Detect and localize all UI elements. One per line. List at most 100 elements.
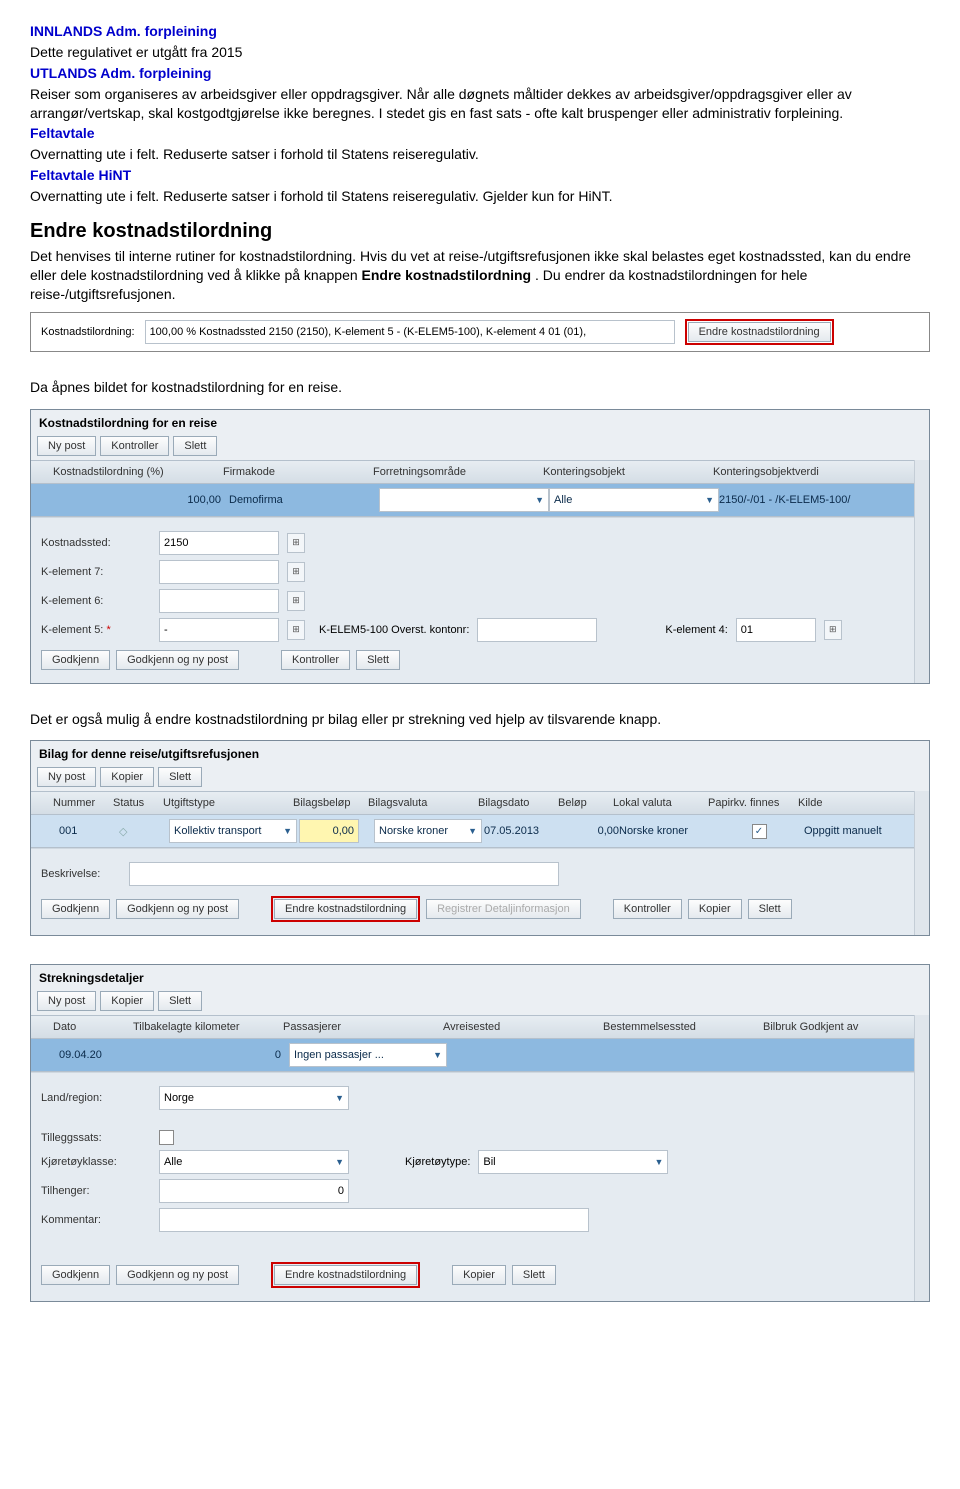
bilagsbelop-input[interactable]: 0,00: [299, 819, 359, 843]
feltavtale-p: Overnatting ute i felt. Reduserte satser…: [30, 145, 930, 164]
tillegg-label: Tilleggssats:: [41, 1132, 151, 1144]
col-bilbruk: Bilbruk Godkjent av: [763, 1021, 908, 1033]
chevron-down-icon: ▼: [433, 1050, 442, 1060]
picker-icon[interactable]: ⊞: [287, 620, 305, 640]
endre-paragraph: Det henvises til interne rutiner for kos…: [30, 247, 930, 304]
col-kontobjektverdi: Konteringsobjektverdi: [713, 466, 908, 478]
kostnadstilordning-bar: Kostnadstilordning: 100,00 % Kostnadsste…: [30, 312, 930, 352]
chevron-down-icon: ▼: [335, 1157, 344, 1167]
papirkv-checkbox[interactable]: ✓: [752, 824, 767, 839]
kopier-button[interactable]: Kopier: [100, 767, 154, 787]
slett-button[interactable]: Slett: [748, 899, 792, 919]
type-dd[interactable]: Bil▼: [478, 1150, 668, 1174]
ke5-input[interactable]: -: [159, 618, 279, 642]
slett-button[interactable]: Slett: [158, 767, 202, 787]
utlands-p1: Reiser som organiseres av arbeidsgiver e…: [30, 85, 930, 123]
ke6-label: K-element 6:: [41, 595, 151, 607]
chevron-down-icon: ▼: [468, 826, 477, 836]
kontroller-button[interactable]: Kontroller: [100, 436, 169, 456]
ke7-label: K-element 7:: [41, 566, 151, 578]
col-status: Status: [113, 797, 163, 809]
col-forretning: Forretningsområde: [373, 466, 543, 478]
col-bilagsvaluta: Bilagsvaluta: [368, 797, 478, 809]
kommentar-input[interactable]: [159, 1208, 589, 1232]
row-belop: 0,00: [564, 825, 619, 837]
godkjenn-button[interactable]: Godkjenn: [41, 899, 110, 919]
feltavtale-hint-p: Overnatting ute i felt. Reduserte satser…: [30, 187, 930, 206]
ke4-input[interactable]: 01: [736, 618, 816, 642]
pass-dd[interactable]: Ingen passasjer ...▼: [289, 1043, 447, 1067]
kopier-button[interactable]: Kopier: [452, 1265, 506, 1285]
panel2-title: Bilag for denne reise/utgiftsrefusjonen: [31, 741, 929, 763]
col-lokalvaluta: Lokal valuta: [613, 797, 708, 809]
slett-button[interactable]: Slett: [158, 991, 202, 1011]
beskrivelse-input[interactable]: [129, 862, 559, 886]
godkjenn-button[interactable]: Godkjenn: [41, 1265, 110, 1285]
picker-icon[interactable]: ⊞: [287, 591, 305, 611]
slett-button[interactable]: Slett: [356, 650, 400, 670]
ktord-label: Kostnadstilordning:: [41, 326, 135, 338]
tilhenger-label: Tilhenger:: [41, 1185, 151, 1197]
godkjenn-button[interactable]: Godkjenn: [41, 650, 110, 670]
kontroller-button[interactable]: Kontroller: [613, 899, 682, 919]
kostnadssted-label: Kostnadssted:: [41, 537, 151, 549]
row-kontobjektverdi: 2150/-/01 - /K-ELEM5-100/: [719, 494, 908, 506]
picker-icon[interactable]: ⊞: [824, 620, 842, 640]
utgiftstype-dd[interactable]: Kollektiv transport▼: [169, 819, 297, 843]
row-lokalvaluta: Norske kroner: [619, 825, 714, 837]
col-kontobjekt: Konteringsobjekt: [543, 466, 713, 478]
godkjenn-ny-button[interactable]: Godkjenn og ny post: [116, 899, 239, 919]
tilhenger-input[interactable]: 0: [159, 1179, 349, 1203]
ny-post-button[interactable]: Ny post: [37, 767, 96, 787]
endre-title: Endre kostnadstilordning: [30, 220, 930, 243]
endre-kostnadstilordning-button[interactable]: Endre kostnadstilordning: [274, 1265, 417, 1285]
chevron-down-icon: ▼: [654, 1157, 663, 1167]
scrollbar[interactable]: [914, 1015, 929, 1301]
picker-icon[interactable]: ⊞: [287, 533, 305, 553]
ke6-input[interactable]: [159, 589, 279, 613]
innlands-title: INNLANDS Adm. forpleining: [30, 22, 930, 41]
chevron-down-icon: ▼: [705, 495, 714, 505]
ny-post-button[interactable]: Ny post: [37, 991, 96, 1011]
col-bilagsdato: Bilagsdato: [478, 797, 558, 809]
col-avreise: Avreisested: [443, 1021, 603, 1033]
kopier-button[interactable]: Kopier: [100, 991, 154, 1011]
col-firmakode: Firmakode: [223, 466, 373, 478]
godkjenn-ny-button[interactable]: Godkjenn og ny post: [116, 650, 239, 670]
scrollbar[interactable]: [914, 460, 929, 683]
kontroller-button[interactable]: Kontroller: [281, 650, 350, 670]
land-dd[interactable]: Norge▼: [159, 1086, 349, 1110]
col-bilagsbelop: Bilagsbeløp: [293, 797, 368, 809]
row-kontobjekt-dd[interactable]: Alle▼: [549, 488, 719, 512]
bilagsvaluta-dd[interactable]: Norske kroner▼: [374, 819, 482, 843]
row-ktord: 100,00: [59, 494, 229, 506]
kommentar-label: Kommentar:: [41, 1214, 151, 1226]
endre-kostnadstilordning-button[interactable]: Endre kostnadstilordning: [274, 899, 417, 919]
godkjenn-ny-button[interactable]: Godkjenn og ny post: [116, 1265, 239, 1285]
kopier-button[interactable]: Kopier: [688, 899, 742, 919]
chevron-down-icon: ▼: [535, 495, 544, 505]
ny-post-button[interactable]: Ny post: [37, 436, 96, 456]
picker-icon[interactable]: ⊞: [287, 562, 305, 582]
kostnadssted-input[interactable]: 2150: [159, 531, 279, 555]
ke5-desc: K-ELEM5-100 Overst. kontonr:: [319, 624, 469, 636]
chevron-down-icon: ▼: [335, 1093, 344, 1103]
slett-button[interactable]: Slett: [512, 1265, 556, 1285]
klasse-label: Kjøretøyklasse:: [41, 1156, 151, 1168]
tillegg-checkbox[interactable]: [159, 1130, 174, 1145]
registrer-detalj-button: Registrer Detaljinformasjon: [426, 899, 581, 919]
row-dato: 09.04.20: [59, 1049, 139, 1061]
innlands-sub: Dette regulativet er utgått fra 2015: [30, 43, 930, 62]
slett-button[interactable]: Slett: [173, 436, 217, 456]
overst-kontonr-input[interactable]: [477, 618, 597, 642]
endre-kostnadstilordning-button[interactable]: Endre kostnadstilordning: [688, 322, 831, 342]
klasse-dd[interactable]: Alle▼: [159, 1150, 349, 1174]
bilag-panel: Bilag for denne reise/utgiftsrefusjonen …: [30, 740, 930, 936]
scrollbar[interactable]: [914, 791, 929, 935]
mid-text-1: Da åpnes bildet for kostnadstilordning f…: [30, 378, 930, 397]
feltavtale-title: Feltavtale: [30, 124, 930, 143]
utlands-title: UTLANDS Adm. forpleining: [30, 64, 930, 83]
row-forretning-dd[interactable]: ▼: [379, 488, 549, 512]
row-nummer: 001: [59, 825, 119, 837]
ke7-input[interactable]: [159, 560, 279, 584]
